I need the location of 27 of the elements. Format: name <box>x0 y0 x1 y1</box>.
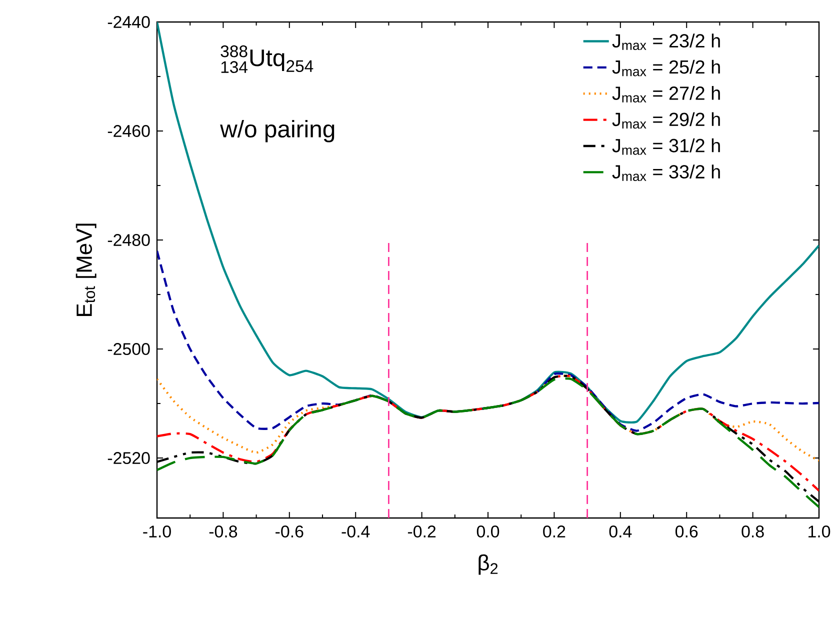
y-tick-label: -2460 <box>108 125 150 138</box>
x-tick-label: -0.8 <box>209 526 238 538</box>
annotation: w/o pairing <box>220 120 334 142</box>
x-tick-label: 0.8 <box>742 526 764 538</box>
y-axis-title: E$_{tot}$ [MeV] <box>76 224 96 316</box>
legend-label: J$_{max}$ = 27/2 h <box>612 86 720 102</box>
y-tick-label: -2500 <box>108 343 150 356</box>
legend-label: J$_{max}$ = 31/2 h <box>612 138 720 155</box>
x-tick-label: 0.4 <box>609 526 632 538</box>
y-tick-label: -2520 <box>108 452 150 464</box>
x-tick-label: 1.0 <box>808 526 830 538</box>
legend-label: J$_{max}$ = 25/2 h <box>612 60 720 76</box>
x-tick-label: -0.2 <box>408 526 436 538</box>
x-tick-label: 0.6 <box>675 526 698 538</box>
x-axis-title: β$_{2}$ <box>478 554 498 575</box>
annotation: ${}^{\textrm{388}}_{\textrm{134}}\textrm{Utq}_{\textrm{254}}$ <box>220 45 314 74</box>
legend-label: J$_{max}$ = 29/2 h <box>612 112 720 129</box>
x-tick-label: -0.6 <box>276 526 304 538</box>
x-tick-label: 0.0 <box>476 526 500 538</box>
y-tick-label: -2440 <box>108 16 150 28</box>
line-series <box>157 22 820 424</box>
x-tick-label: -1.0 <box>143 526 171 538</box>
legend-label: J$_{max}$ = 33/2 h <box>612 164 720 182</box>
legend-label: J$_{max}$ = 23/2 h <box>612 34 720 50</box>
y-tick-label: -2480 <box>108 234 150 246</box>
x-tick-label: -0.4 <box>342 526 370 538</box>
x-tick-label: 0.2 <box>543 526 566 538</box>
